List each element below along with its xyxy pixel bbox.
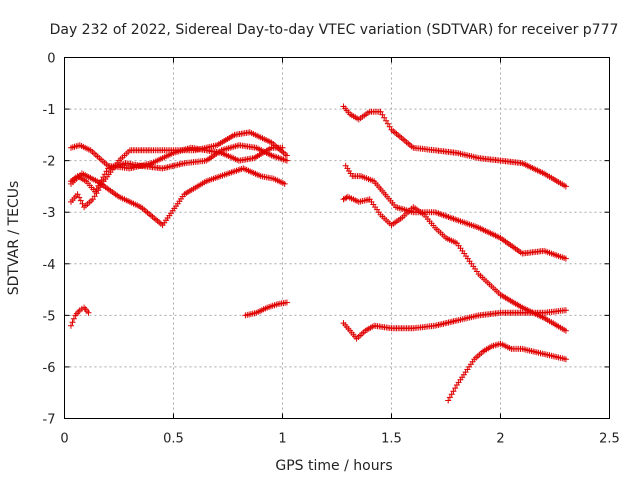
x-tick-label: 2.5 xyxy=(599,432,620,447)
x-tick-label: 1.5 xyxy=(381,432,402,447)
series-arc-3 xyxy=(68,129,290,211)
data-point xyxy=(68,322,74,329)
y-tick-label: -1 xyxy=(43,103,56,118)
data-point xyxy=(562,356,569,363)
data-point xyxy=(283,152,290,159)
x-tick-label: 0 xyxy=(60,432,68,447)
y-axis-label: SDTVAR / TECUs xyxy=(6,181,22,296)
y-tick-label: -2 xyxy=(43,155,56,170)
data-point xyxy=(446,394,453,401)
series-arc-8 xyxy=(342,162,569,262)
series-arc-6 xyxy=(242,299,290,319)
data-point xyxy=(76,194,83,201)
plot-frame xyxy=(64,57,610,419)
data-point xyxy=(562,183,569,190)
data-point xyxy=(85,309,92,316)
x-axis-label: GPS time / hours xyxy=(275,458,392,474)
data-point xyxy=(70,315,77,322)
y-tick-label: -7 xyxy=(43,413,56,428)
data-point xyxy=(77,197,84,204)
data-points xyxy=(68,103,569,404)
series-arc-7 xyxy=(340,103,569,190)
x-tick-label: 1 xyxy=(278,432,286,447)
data-point xyxy=(283,157,290,164)
series-arc-4 xyxy=(68,142,290,195)
y-tick-label: 0 xyxy=(47,52,55,67)
chart-title: Day 232 of 2022, Sidereal Day-to-day VTE… xyxy=(50,22,619,38)
data-point xyxy=(450,388,457,395)
data-point xyxy=(283,299,290,306)
data-point xyxy=(452,385,459,392)
series-arc-10 xyxy=(340,307,569,342)
data-point xyxy=(74,191,81,198)
data-point xyxy=(562,255,569,262)
data-point xyxy=(445,397,452,404)
data-point xyxy=(448,391,455,398)
x-tick-label: 2 xyxy=(496,432,504,447)
x-tick-label: 0.5 xyxy=(163,432,184,447)
y-tick-label: -5 xyxy=(43,309,56,324)
y-tick-label: -3 xyxy=(43,206,56,221)
series-arc-2 xyxy=(68,165,288,229)
series-arc-5 xyxy=(68,304,92,329)
axis-ticks: 0 0.5 1 1.5 2 2.5 0 -1 -2 -3 -4 -5 -6 -7 xyxy=(43,52,620,447)
y-tick-label: -4 xyxy=(43,258,56,273)
data-point xyxy=(79,200,86,207)
y-tick-label: -6 xyxy=(43,361,56,376)
data-point xyxy=(562,327,569,334)
data-point xyxy=(69,319,76,326)
series-arc-9 xyxy=(340,193,569,334)
series-arc-11 xyxy=(445,340,569,404)
data-point xyxy=(562,307,569,314)
data-point xyxy=(281,180,288,187)
grid-lines xyxy=(64,57,610,419)
